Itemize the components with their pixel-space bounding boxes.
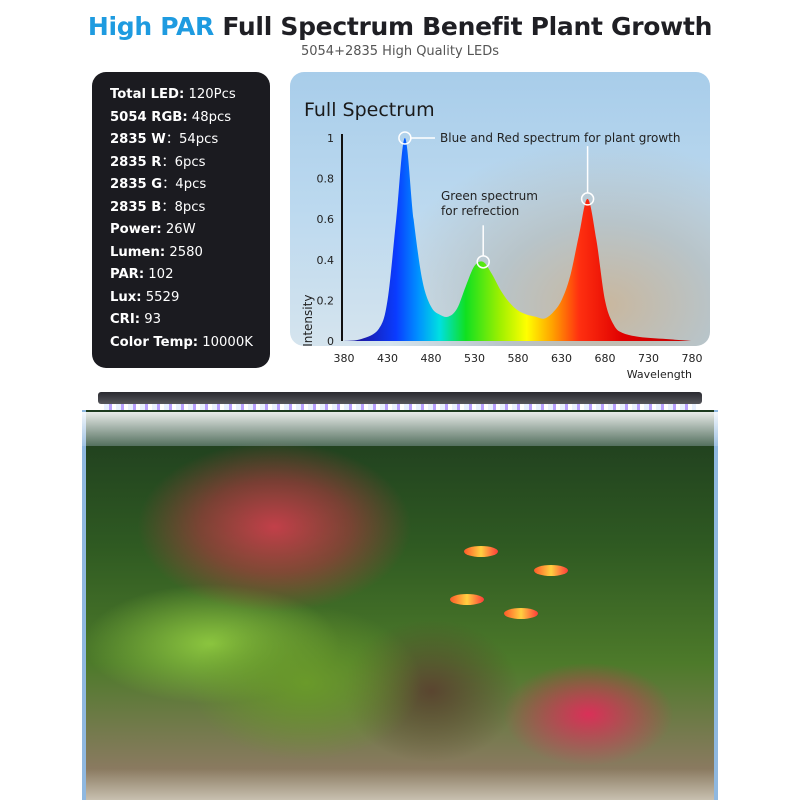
y-tick-label: 0 bbox=[327, 335, 334, 348]
spec-value: 48pcs bbox=[187, 109, 232, 125]
spec-item: PAR: 102 bbox=[110, 264, 270, 287]
spec-list: Total LED: 120Pcs 5054 RGB: 48pcs 2835 W：5… bbox=[92, 72, 270, 368]
spec-label: PAR: bbox=[110, 267, 145, 282]
spectrum-chart: Full Spectrum 0 0.2 0.4 0.6 0.8 1 380 430 480 530 5… bbox=[301, 99, 703, 381]
fish bbox=[534, 565, 568, 576]
y-tick-label: 0.6 bbox=[317, 213, 335, 226]
spec-label: Color Temp: bbox=[110, 334, 199, 350]
x-tick-label: 780 bbox=[682, 352, 703, 365]
spec-value: ：8pcs bbox=[161, 199, 206, 215]
y-tick-label: 1 bbox=[327, 132, 334, 145]
spec-item: 2835 G：4pcs bbox=[110, 174, 270, 197]
spec-value: 93 bbox=[140, 312, 161, 327]
annotation-blue-red: Blue and Red spectrum for plant growth bbox=[440, 131, 680, 145]
spectrum-area bbox=[344, 138, 692, 341]
spec-item: Lux: 5529 bbox=[110, 287, 270, 310]
aquarium-photo bbox=[82, 410, 718, 800]
x-tick-label: 680 bbox=[595, 352, 616, 365]
x-tick-label: 430 bbox=[377, 352, 398, 365]
y-axis-label: Intensity bbox=[301, 295, 315, 347]
spec-item: Total LED: 120Pcs bbox=[110, 84, 270, 107]
y-tick-label: 0.2 bbox=[317, 294, 335, 307]
spec-value: 2580 bbox=[165, 244, 203, 260]
spec-item: 2835 B：8pcs bbox=[110, 197, 270, 220]
led-light-bar bbox=[98, 392, 702, 404]
spec-label: CRI: bbox=[110, 312, 141, 327]
spec-item: CRI: 93 bbox=[110, 309, 270, 332]
spec-value: 120Pcs bbox=[184, 87, 236, 102]
x-tick-label: 380 bbox=[334, 352, 355, 365]
spec-label: Lumen: bbox=[110, 244, 166, 260]
spec-item: 2835 W：54pcs bbox=[110, 129, 270, 152]
spec-label: 2835 W bbox=[110, 132, 166, 147]
spec-value: 26W bbox=[161, 222, 196, 237]
y-tick-label: 0.8 bbox=[317, 173, 335, 186]
x-axis-label: Wavelength bbox=[627, 368, 692, 381]
spec-item: Power: 26W bbox=[110, 219, 270, 242]
annotation-green-line2: for refrection bbox=[441, 204, 519, 218]
page-title: High PAR Full Spectrum Benefit Plant Gro… bbox=[87, 12, 713, 41]
led-strip bbox=[104, 404, 696, 410]
spec-label: Total LED: bbox=[110, 87, 185, 102]
spec-value: ：54pcs bbox=[165, 132, 219, 147]
fish bbox=[450, 594, 484, 605]
fish bbox=[464, 546, 498, 557]
chart-title: Full Spectrum bbox=[304, 99, 435, 121]
subtitle: 5054+2835 High Quality LEDs bbox=[300, 44, 500, 59]
spec-label: 5054 RGB: bbox=[110, 109, 188, 125]
annotation-green-line1: Green spectrum bbox=[441, 189, 538, 203]
spec-value: 5529 bbox=[141, 289, 180, 305]
spec-label: 2835 R bbox=[110, 154, 162, 170]
spec-label: 2835 G bbox=[110, 177, 163, 192]
water-surface bbox=[82, 412, 718, 446]
spec-item: 5054 RGB: 48pcs bbox=[110, 107, 270, 130]
spec-item: 2835 R：6pcs bbox=[110, 152, 270, 175]
spec-item: Lumen: 2580 bbox=[110, 242, 270, 265]
x-tick-label: 630 bbox=[551, 352, 572, 365]
spec-value: ：4pcs bbox=[162, 177, 207, 192]
x-tick-label: 580 bbox=[508, 352, 529, 365]
x-tick-label: 530 bbox=[464, 352, 485, 365]
spec-label: Lux: bbox=[110, 289, 142, 305]
x-tick-label: 480 bbox=[421, 352, 442, 365]
spec-value: 10000K bbox=[198, 334, 253, 350]
spec-value: 102 bbox=[144, 267, 174, 282]
fish bbox=[504, 608, 538, 619]
spec-value: ：6pcs bbox=[161, 154, 206, 170]
y-tick-label: 0.4 bbox=[317, 254, 335, 267]
spec-label: 2835 B bbox=[110, 199, 162, 215]
x-tick-label: 730 bbox=[638, 352, 659, 365]
peak-marker bbox=[398, 131, 412, 145]
spec-item: Color Temp: 10000K bbox=[110, 332, 270, 355]
spec-label: Power: bbox=[110, 222, 162, 237]
